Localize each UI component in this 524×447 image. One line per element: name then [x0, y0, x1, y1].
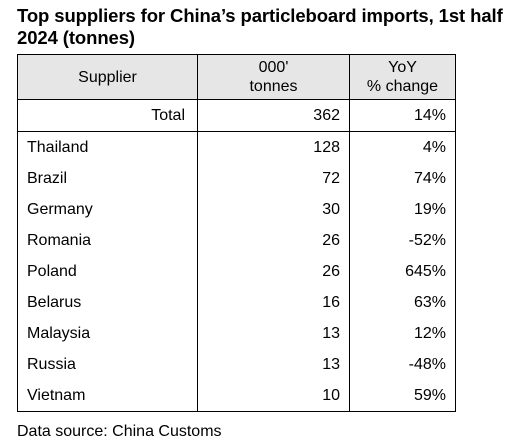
header-yoy-line1: YoY	[388, 59, 417, 76]
tonnes-cell: 26	[197, 256, 350, 287]
tonnes-cell: 13	[197, 318, 350, 349]
tonnes-cell: 13	[197, 349, 350, 380]
header-tonnes-line2: tonnes	[249, 78, 298, 95]
supplier-cell: Vietnam	[17, 380, 198, 412]
header-yoy-line2: % change	[366, 78, 439, 95]
tonnes-cell: 72	[197, 163, 350, 194]
supplier-cell: Romania	[17, 225, 198, 256]
data-source-note: Data source: China Customs	[17, 423, 222, 440]
table-row: Poland 26 645%	[17, 256, 456, 287]
tonnes-cell: 10	[197, 380, 350, 412]
table-row: Brazil 72 74%	[17, 163, 456, 194]
header-row: Supplier 000' tonnes YoY % change	[17, 54, 456, 100]
header-yoy: YoY % change	[349, 54, 456, 100]
header-tonnes: 000' tonnes	[197, 54, 350, 100]
supplier-cell: Russia	[17, 349, 198, 380]
table-row: Malaysia 13 12%	[17, 318, 456, 349]
header-supplier: Supplier	[17, 54, 198, 100]
tonnes-cell: 30	[197, 194, 350, 225]
total-tonnes: 362	[197, 99, 350, 132]
tonnes-cell: 16	[197, 287, 350, 318]
yoy-cell: 645%	[349, 256, 456, 287]
yoy-cell: -52%	[349, 225, 456, 256]
yoy-cell: 63%	[349, 287, 456, 318]
yoy-cell: 59%	[349, 380, 456, 412]
supplier-cell: Germany	[17, 194, 198, 225]
yoy-cell: -48%	[349, 349, 456, 380]
yoy-cell: 19%	[349, 194, 456, 225]
yoy-cell: 12%	[349, 318, 456, 349]
supplier-cell: Belarus	[17, 287, 198, 318]
table-row: Germany 30 19%	[17, 194, 456, 225]
table-row: Romania 26 -52%	[17, 225, 456, 256]
supplier-cell: Poland	[17, 256, 198, 287]
header-tonnes-line1: 000'	[258, 59, 289, 76]
total-yoy: 14%	[349, 99, 456, 132]
chart-title: Top suppliers for China’s particleboard …	[17, 5, 503, 48]
total-row: Total 362 14%	[17, 99, 456, 132]
tonnes-cell: 128	[197, 131, 350, 163]
table-row: Vietnam 10 59%	[17, 380, 456, 412]
total-label: Total	[17, 99, 198, 132]
yoy-cell: 74%	[349, 163, 456, 194]
table-row: Russia 13 -48%	[17, 349, 456, 380]
supplier-cell: Brazil	[17, 163, 198, 194]
supplier-cell: Thailand	[17, 131, 198, 163]
tonnes-cell: 26	[197, 225, 350, 256]
yoy-cell: 4%	[349, 131, 456, 163]
table-row: Belarus 16 63%	[17, 287, 456, 318]
supplier-cell: Malaysia	[17, 318, 198, 349]
table-row: Thailand 128 4%	[17, 131, 456, 163]
imports-table: Supplier 000' tonnes YoY % change Total …	[17, 54, 456, 412]
